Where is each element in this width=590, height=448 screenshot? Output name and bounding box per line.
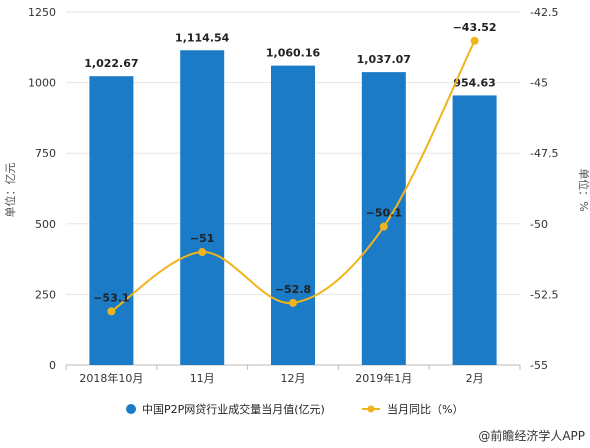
- line-data-label: −51: [190, 232, 215, 245]
- bar-data-label: 1,037.07: [357, 53, 411, 66]
- line-point: [107, 307, 116, 316]
- line-data-label: −52.8: [275, 283, 311, 296]
- x-tick-label: 2月: [466, 372, 484, 385]
- bar-series: [89, 50, 497, 366]
- legend-bar-marker: [126, 404, 136, 414]
- line-point: [379, 222, 388, 231]
- x-tick-label: 2019年1月: [355, 371, 412, 385]
- y2-tick-label: -47.5: [530, 147, 558, 160]
- y2-axis-title: 单位：%: [577, 168, 590, 211]
- legend-line-dot: [367, 405, 375, 413]
- y2-tick-label: -42.5: [530, 6, 558, 19]
- y-tick-label: 500: [35, 218, 56, 231]
- x-tick-label: 12月: [281, 372, 306, 385]
- bar-data-label: 954.63: [453, 76, 495, 89]
- legend-bar-label: 中国P2P网贷行业成交量当月值(亿元): [142, 402, 325, 416]
- y-tick-label: 1250: [28, 6, 56, 19]
- bar: [452, 95, 497, 366]
- line-data-label: −43.52: [453, 21, 497, 34]
- legend-line-label: 当月同比（%）: [387, 402, 463, 416]
- y-tick-label: 1000: [28, 77, 56, 90]
- line-series: [107, 36, 479, 316]
- y-axis-right: -42.5 -45 -47.5 -50 -52.5 -55: [530, 6, 558, 372]
- footer-source: @前瞻经济学人APP: [478, 428, 585, 443]
- y-axis-left: 0 250 500 750 1000 1250: [28, 6, 56, 372]
- bar: [361, 72, 406, 365]
- bar-data-label: 1,060.16: [266, 47, 321, 60]
- y-tick-label: 250: [35, 288, 56, 301]
- bar-data-label: 1,114.54: [175, 31, 230, 44]
- legend: 中国P2P网贷行业成交量当月值(亿元) 当月同比（%）: [126, 402, 463, 416]
- x-tick-label: 2018年10月: [79, 371, 143, 385]
- bar-data-labels: 1,022.67 1,114.54 1,060.16 1,037.07 954.63: [84, 31, 496, 89]
- line-path: [110, 40, 476, 313]
- x-axis: 2018年10月 11月 12月 2019年1月 2月: [65, 365, 521, 385]
- line-point: [470, 36, 479, 45]
- y2-tick-label: -52.5: [530, 288, 558, 301]
- bar: [89, 76, 134, 365]
- line-point: [198, 248, 207, 257]
- bar: [180, 50, 225, 365]
- bar: [271, 65, 315, 366]
- line-point: [289, 298, 297, 307]
- y-tick-label: 750: [35, 147, 56, 160]
- y2-tick-label: -45: [530, 77, 548, 90]
- y2-tick-label: -50: [530, 218, 548, 231]
- line-data-label: −53.1: [93, 291, 129, 304]
- y-axis-title: 单位：亿元: [3, 163, 17, 218]
- line-data-labels: −53.1 −51 −52.8 −50.1 −43.52: [93, 21, 496, 305]
- y2-tick-label: -55: [530, 359, 548, 372]
- x-tick-label: 11月: [190, 372, 215, 385]
- y-tick-label: 0: [49, 359, 56, 372]
- line-data-label: −50.1: [366, 207, 402, 220]
- bar-data-label: 1,022.67: [84, 57, 138, 70]
